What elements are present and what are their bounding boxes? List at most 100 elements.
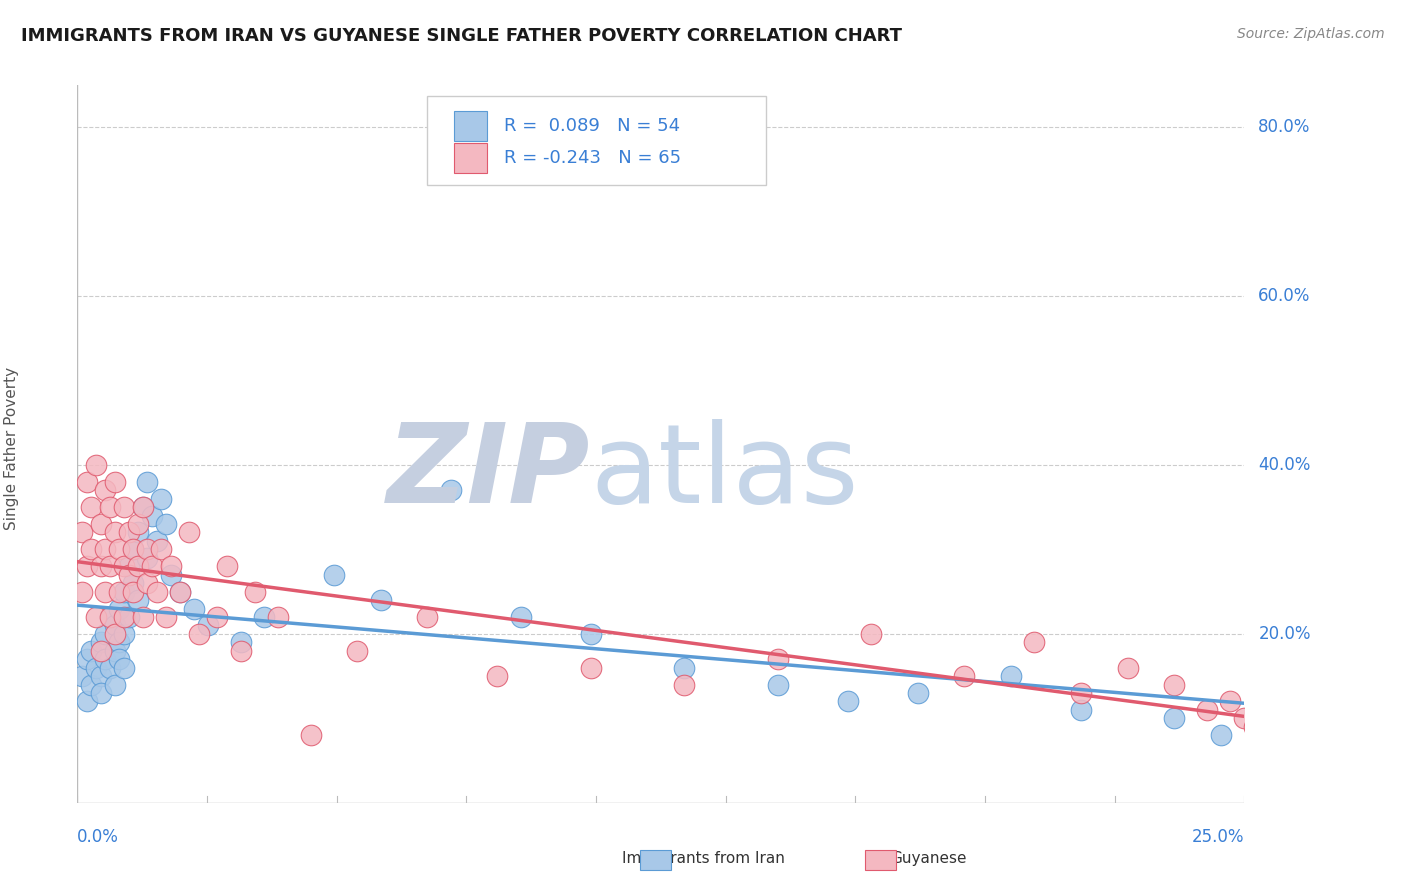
- Point: [122, 542, 145, 557]
- Point: [94, 542, 117, 557]
- Point: [1209, 728, 1232, 742]
- Text: 20.0%: 20.0%: [1258, 624, 1310, 643]
- Text: 25.0%: 25.0%: [1192, 828, 1244, 847]
- Text: Single Father Poverty: Single Father Poverty: [4, 367, 20, 530]
- Point: [1000, 669, 1022, 683]
- Point: [837, 694, 859, 708]
- Point: [98, 559, 121, 574]
- Point: [94, 483, 117, 498]
- Point: [84, 458, 107, 472]
- Point: [187, 627, 209, 641]
- Point: [108, 652, 131, 666]
- Point: [118, 567, 141, 582]
- Point: [370, 593, 392, 607]
- Point: [90, 669, 112, 683]
- Point: [579, 627, 602, 641]
- Point: [76, 559, 98, 574]
- Point: [118, 610, 141, 624]
- Point: [1219, 694, 1241, 708]
- Point: [179, 525, 201, 540]
- Point: [145, 584, 167, 599]
- Point: [155, 516, 177, 531]
- Point: [323, 567, 346, 582]
- Point: [108, 635, 131, 649]
- Point: [673, 677, 696, 691]
- Point: [579, 660, 602, 674]
- Point: [267, 610, 290, 624]
- Point: [131, 500, 153, 515]
- Point: [70, 669, 93, 683]
- Point: [1195, 703, 1218, 717]
- Point: [243, 584, 266, 599]
- Point: [104, 677, 127, 691]
- Point: [84, 610, 107, 624]
- Point: [229, 635, 252, 649]
- Text: R = -0.243   N = 65: R = -0.243 N = 65: [505, 149, 682, 167]
- Text: 0.0%: 0.0%: [77, 828, 120, 847]
- Point: [108, 584, 131, 599]
- Point: [112, 660, 135, 674]
- Point: [104, 618, 127, 632]
- Point: [1233, 711, 1256, 725]
- Text: Source: ZipAtlas.com: Source: ZipAtlas.com: [1237, 27, 1385, 41]
- Point: [127, 525, 149, 540]
- Point: [953, 669, 976, 683]
- Point: [150, 542, 173, 557]
- Point: [80, 644, 103, 658]
- Point: [84, 660, 107, 674]
- Point: [766, 677, 789, 691]
- Point: [70, 584, 93, 599]
- Point: [159, 567, 181, 582]
- Point: [112, 584, 135, 599]
- Point: [155, 610, 177, 624]
- Point: [486, 669, 509, 683]
- Point: [416, 610, 439, 624]
- Point: [1116, 660, 1139, 674]
- Point: [94, 652, 117, 666]
- Point: [136, 475, 159, 489]
- Point: [159, 559, 181, 574]
- Point: [253, 610, 276, 624]
- Text: IMMIGRANTS FROM IRAN VS GUYANESE SINGLE FATHER POVERTY CORRELATION CHART: IMMIGRANTS FROM IRAN VS GUYANESE SINGLE …: [21, 27, 903, 45]
- Text: ZIP: ZIP: [387, 419, 591, 526]
- Bar: [454, 112, 486, 142]
- Point: [127, 559, 149, 574]
- Bar: [454, 143, 486, 173]
- Point: [197, 618, 219, 632]
- Point: [127, 593, 149, 607]
- Point: [1243, 720, 1265, 734]
- Point: [169, 584, 191, 599]
- Point: [122, 584, 145, 599]
- Point: [229, 644, 252, 658]
- Point: [122, 576, 145, 591]
- Point: [108, 601, 131, 615]
- Point: [766, 652, 789, 666]
- Point: [127, 516, 149, 531]
- Point: [1163, 711, 1185, 725]
- Point: [183, 601, 205, 615]
- Point: [141, 559, 163, 574]
- Point: [76, 475, 98, 489]
- Text: 80.0%: 80.0%: [1258, 118, 1310, 136]
- Point: [136, 542, 159, 557]
- Point: [80, 500, 103, 515]
- Point: [150, 491, 173, 506]
- Point: [94, 584, 117, 599]
- FancyBboxPatch shape: [427, 95, 766, 186]
- Point: [131, 500, 153, 515]
- Text: R =  0.089   N = 54: R = 0.089 N = 54: [505, 118, 681, 136]
- Point: [104, 475, 127, 489]
- Point: [1024, 635, 1046, 649]
- Point: [104, 627, 127, 641]
- Point: [108, 542, 131, 557]
- Point: [94, 627, 117, 641]
- Point: [98, 500, 121, 515]
- Point: [136, 576, 159, 591]
- Point: [215, 559, 238, 574]
- Point: [112, 627, 135, 641]
- Point: [346, 644, 368, 658]
- Point: [509, 610, 531, 624]
- Point: [112, 559, 135, 574]
- Point: [90, 686, 112, 700]
- Point: [1070, 686, 1092, 700]
